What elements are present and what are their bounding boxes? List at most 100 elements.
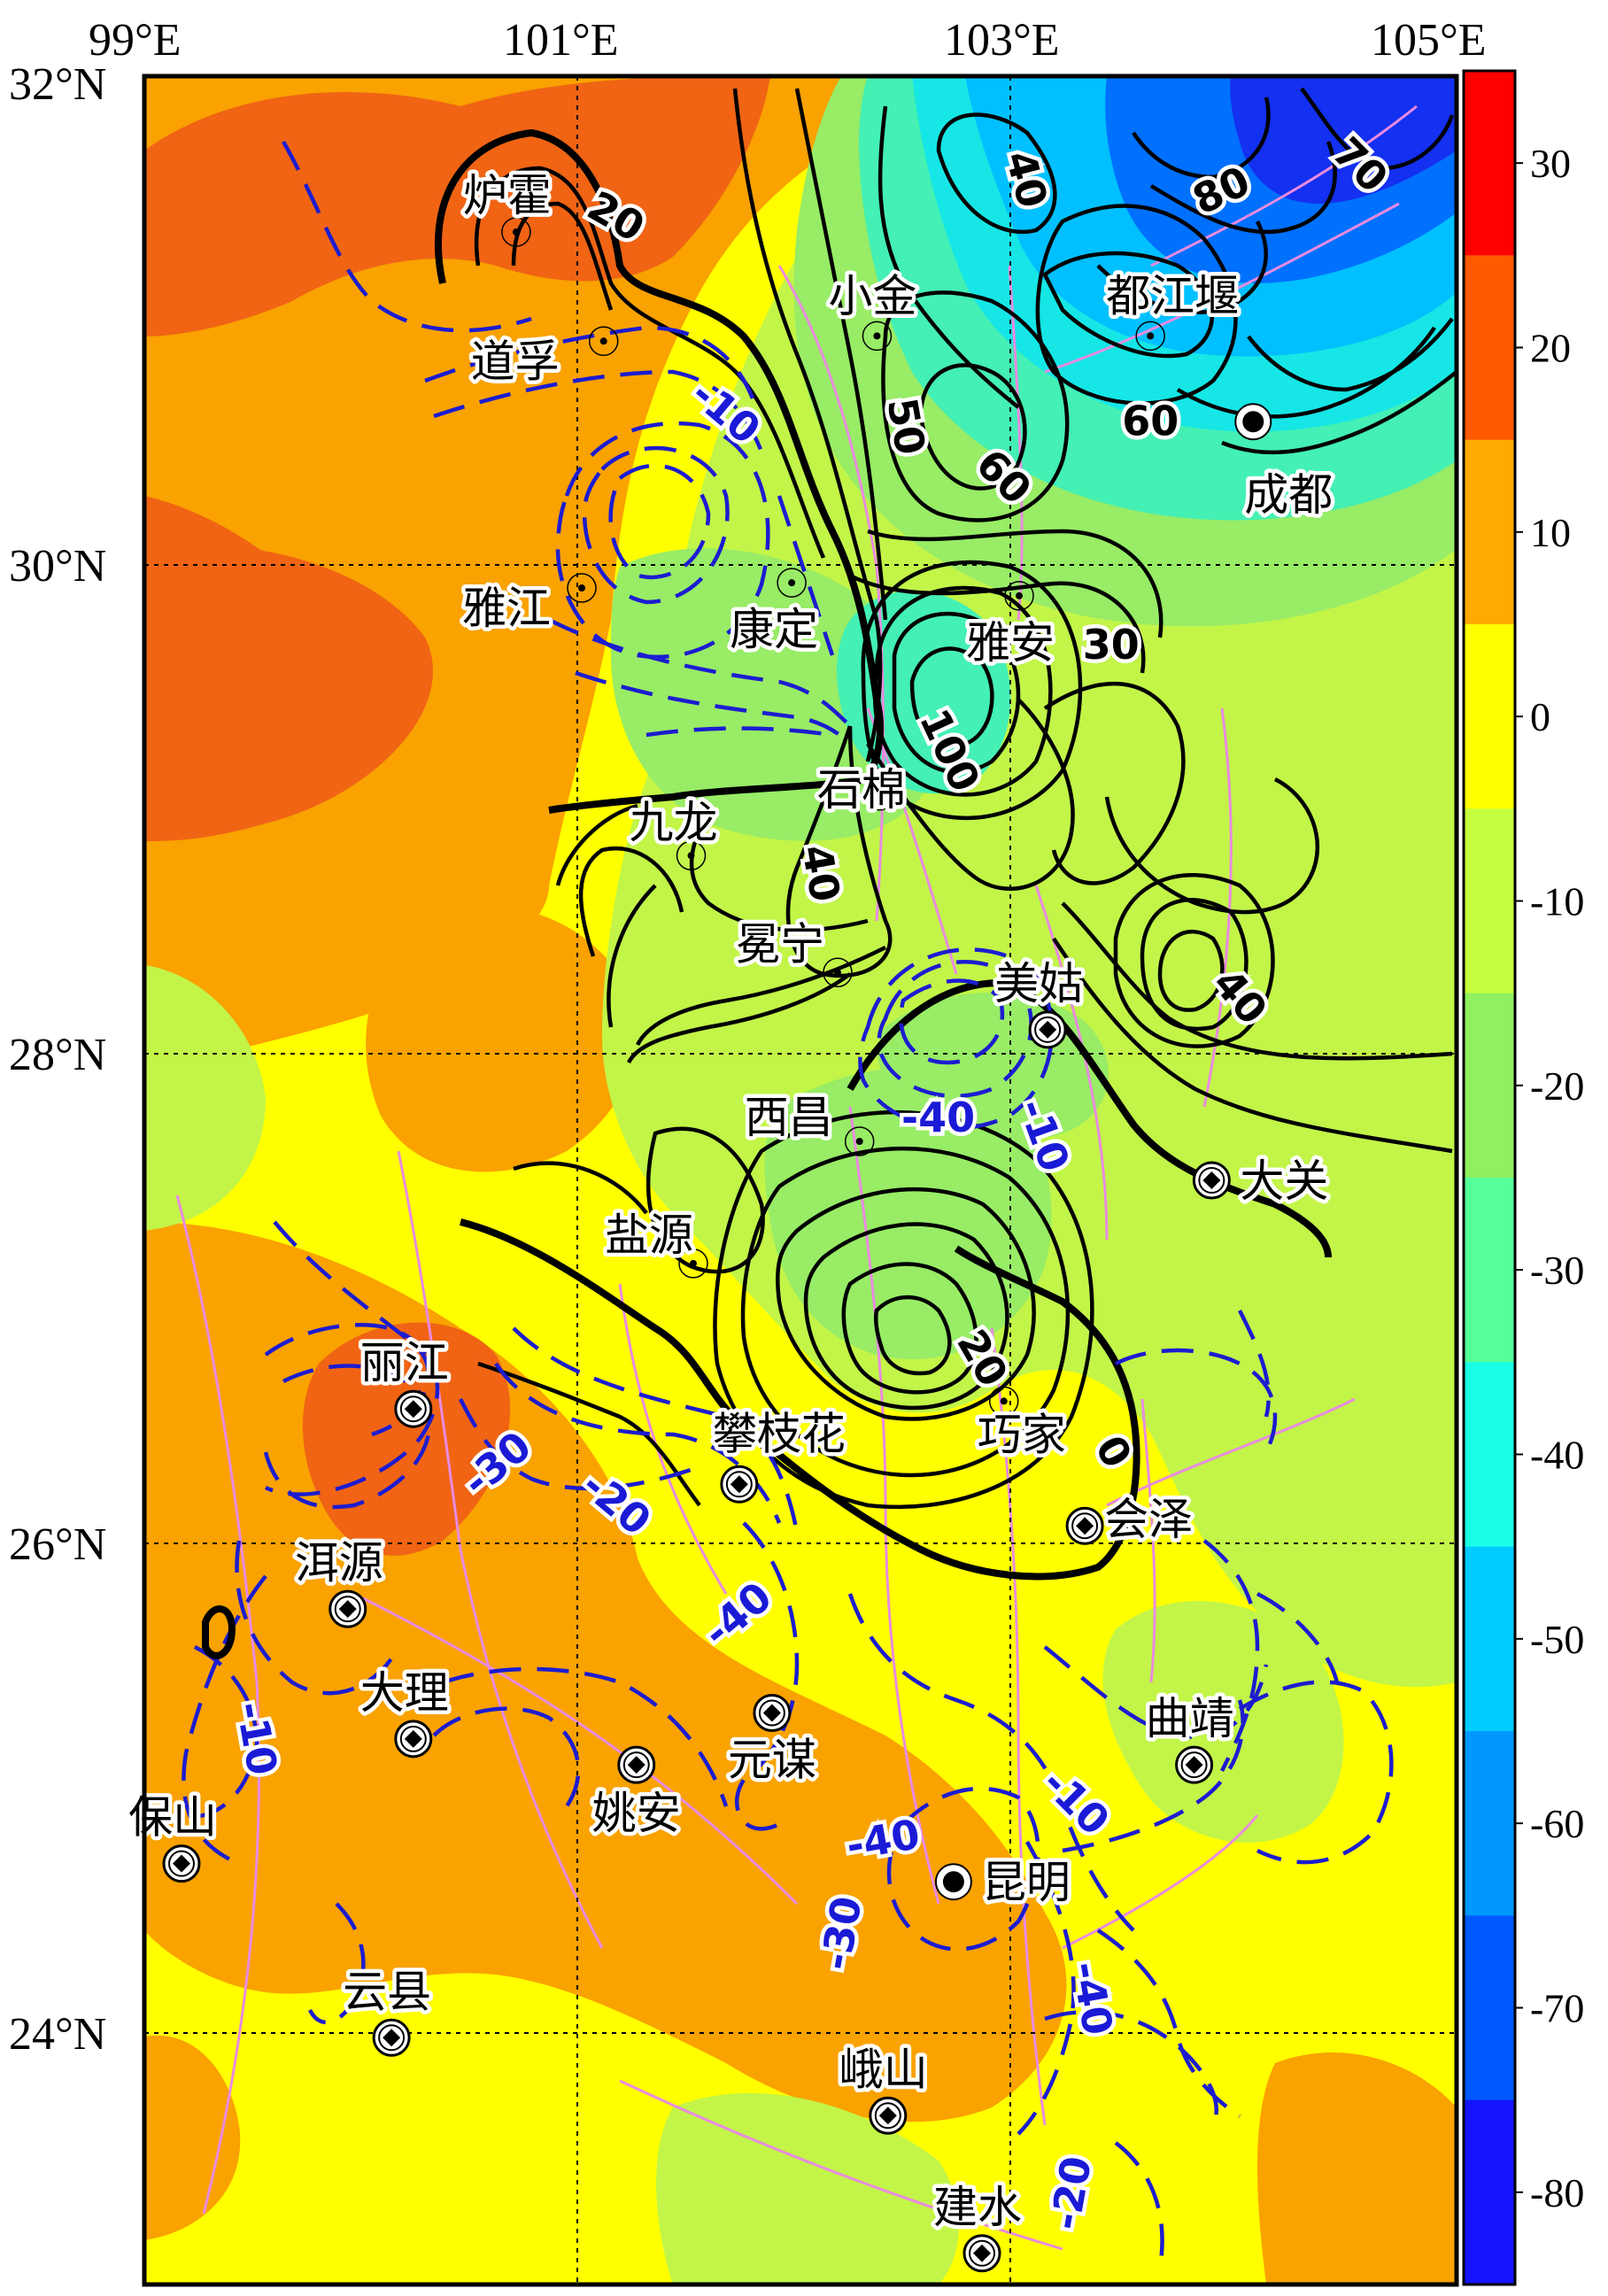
fault-line	[618, 1283, 728, 1595]
city-ring-icon	[501, 217, 531, 247]
contour-positive	[1247, 317, 1454, 392]
contour-negative	[1114, 1348, 1278, 1454]
city-label: 攀枝花	[713, 1408, 846, 1459]
city-diamond-icon	[878, 2107, 897, 2125]
city-marker: 小金	[824, 267, 921, 352]
colorbar-swatch	[1464, 439, 1515, 625]
city-ring-icon	[588, 326, 619, 357]
city-label: 大关	[1240, 1156, 1328, 1207]
city-marker: 大理	[356, 1663, 452, 1759]
city-marker: 西昌	[740, 1087, 875, 1156]
contour-positive	[1113, 872, 1275, 1048]
city-ring-icon	[1004, 581, 1034, 611]
fault-line	[1202, 707, 1233, 1108]
city-ring-icon	[676, 840, 707, 870]
contour-positive	[578, 846, 684, 957]
contour-positive	[872, 585, 1053, 797]
contour-zero-north	[434, 128, 885, 814]
city-inner-ring-icon	[378, 2024, 406, 2052]
contour-negative	[1017, 1840, 1076, 2136]
city-dot-icon	[578, 584, 585, 592]
contour-positive	[841, 1262, 978, 1395]
contour-negative	[886, 1786, 1040, 1952]
lat-label-32: 32°N	[9, 59, 106, 110]
contour-zero-baoshan	[202, 1605, 236, 1659]
contour-positive	[867, 529, 1163, 638]
city-label: 洱源	[295, 1537, 383, 1589]
contour-negative	[1238, 1680, 1394, 1865]
contour-positive	[918, 363, 1027, 491]
colorbar-label: -50	[1530, 1617, 1584, 1662]
city-dot-icon	[1000, 1397, 1008, 1405]
city-dot-icon	[599, 337, 607, 345]
fill-green-central	[764, 1067, 1052, 1360]
city-diamond-icon	[404, 1400, 422, 1419]
contour-negative	[1044, 2009, 1218, 2127]
city-marker: 云县	[339, 1962, 436, 2057]
city-dot-icon	[687, 852, 695, 860]
city-label: 峨山	[839, 2044, 928, 2095]
city-label: 保山	[128, 1792, 217, 1844]
city-label: 会泽	[1104, 1494, 1193, 1545]
contour-negative	[575, 670, 852, 746]
contour-negative	[1237, 1309, 1271, 1418]
contour-negative	[582, 445, 730, 605]
city-label: 康定	[730, 604, 818, 655]
city-inner-ring-icon	[167, 1850, 195, 1877]
contour-negative	[264, 1323, 440, 1496]
colorbar-label: -60	[1530, 1801, 1584, 1846]
fault-line	[175, 1194, 260, 2215]
contour-negative	[282, 140, 532, 333]
city-label: 九龙	[630, 797, 718, 848]
contour-negative	[512, 1326, 800, 1533]
city-dot-icon	[512, 228, 520, 236]
city-marker: 保山	[124, 1788, 220, 1883]
city-ring-icon	[678, 1248, 708, 1279]
contour-negative	[899, 978, 1005, 1065]
contour-positive	[740, 1146, 1071, 1478]
colorbar: 30 20 10 0 -10 -20 -30 -40 -50 -60 -70 -80	[1462, 69, 1584, 2286]
contour-positive	[689, 813, 869, 932]
lat-label-26: 26°N	[9, 1519, 106, 1570]
fault-line	[619, 2079, 1063, 2251]
contour-positive	[1043, 681, 1186, 885]
city-label: 炉霍	[463, 170, 552, 221]
city-label: 曲靖	[1146, 1693, 1234, 1744]
contour-positive	[877, 105, 1020, 409]
city-label: 成都	[1244, 469, 1333, 521]
colorbar-label: 0	[1530, 694, 1550, 739]
city-label: 冕宁	[736, 918, 824, 970]
city-label: 丽江	[360, 1337, 449, 1388]
contour-negative	[432, 1706, 581, 1808]
colorbar-swatch	[1464, 1546, 1515, 1732]
lat-label-30: 30°N	[9, 541, 106, 591]
contour-positive	[732, 88, 883, 762]
contour-positive	[1042, 251, 1215, 359]
city-marker: 建水	[930, 2177, 1026, 2273]
city-label: 西昌	[745, 1092, 833, 1143]
city-ring-icon	[864, 781, 894, 811]
contour-positive	[635, 945, 887, 1047]
colorbar-label: -70	[1530, 1986, 1584, 2031]
contour-negative	[182, 1574, 267, 1862]
city-dot-icon	[875, 792, 883, 800]
contour-negative	[877, 960, 1033, 1098]
contour-negative	[263, 1364, 432, 1510]
contour-negative	[555, 421, 770, 660]
city-marker: 石棉	[813, 760, 909, 819]
contour-positive	[936, 112, 1057, 235]
contour-negative	[176, 1644, 259, 1820]
city-ring-icon	[567, 573, 597, 603]
contour-positive	[607, 884, 657, 1028]
city-diamond-icon	[172, 1854, 190, 1873]
city-diamond-icon	[404, 1729, 422, 1748]
city-marker: 雅安	[962, 581, 1059, 672]
contour-negative	[424, 325, 755, 399]
fault-line	[1044, 202, 1400, 374]
city-inner-ring-icon	[969, 2239, 996, 2267]
city-diamond-icon	[1076, 1517, 1094, 1535]
contour-positive	[881, 290, 1070, 522]
fault-line	[1140, 1398, 1156, 1683]
city-inner-ring-icon	[1198, 1167, 1225, 1194]
contour-positive	[1104, 777, 1320, 915]
